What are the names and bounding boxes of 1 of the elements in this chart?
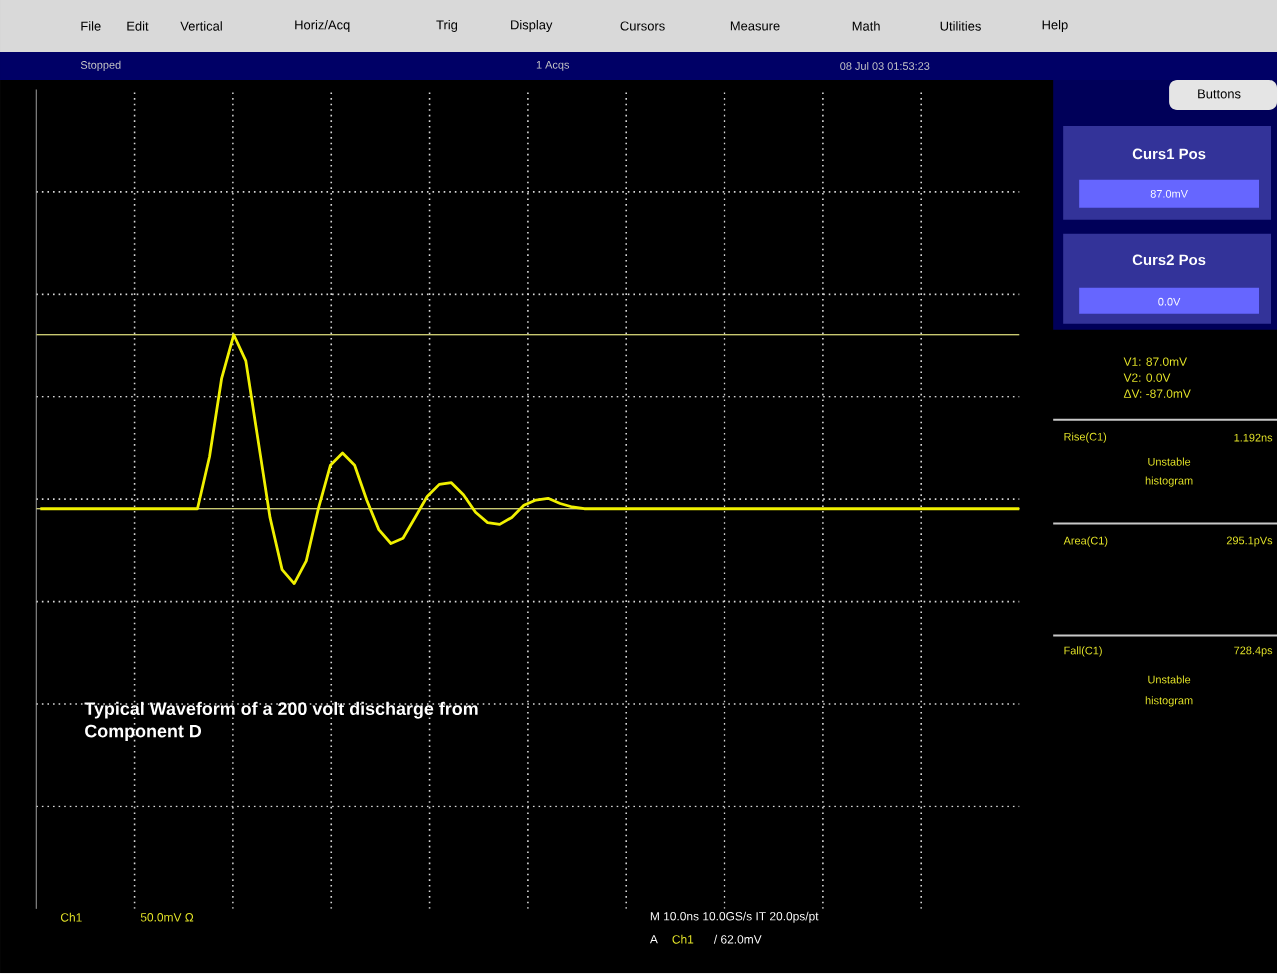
text: Typical Waveform of a 200 volt discharge from Component D <box>84 702 478 742</box>
